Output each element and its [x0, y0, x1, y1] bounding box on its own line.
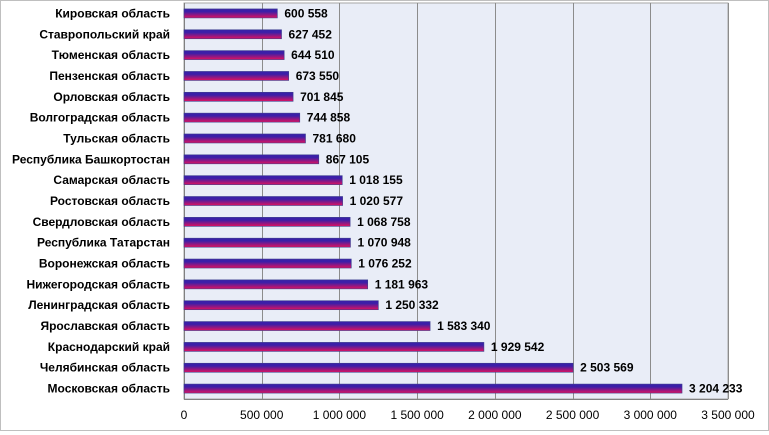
data-label: 1 018 155 [349, 173, 403, 187]
bar [183, 175, 343, 185]
data-label: 600 558 [284, 6, 328, 20]
category-label: Краснодарский край [48, 340, 170, 354]
category-label: Челябинская область [40, 361, 170, 375]
bar [183, 383, 683, 394]
data-label: 3 204 233 [689, 382, 743, 396]
bar [183, 133, 306, 144]
data-label: 1 076 252 [358, 257, 412, 271]
category-label: Ярославская область [40, 319, 170, 333]
x-axis-tick-labels: 0 500 000 1 000 000 1 500 000 2 000 000 2 500… [181, 408, 755, 422]
data-label: 701 845 [300, 90, 344, 104]
bar [183, 91, 294, 102]
category-label: Республика Башкортостан [12, 152, 170, 166]
bar [183, 50, 285, 60]
bar [183, 112, 301, 123]
x-tick-label: 2 000 000 [468, 408, 522, 422]
data-label: 2 503 569 [580, 361, 634, 375]
category-label: Ростовская область [50, 194, 170, 208]
bar [183, 362, 574, 373]
bar [183, 196, 343, 206]
gridlines [184, 3, 729, 400]
data-label: 867 105 [326, 152, 370, 166]
category-label: Орловская область [53, 90, 170, 104]
data-label: 673 550 [296, 69, 340, 83]
data-label: 627 452 [289, 27, 333, 41]
data-label: 1 020 577 [350, 194, 404, 208]
data-label: 1 929 542 [491, 340, 545, 354]
data-labels: 600 558 627 452 644 510 673 550 701 845 744 8… [284, 6, 742, 395]
bar [183, 8, 278, 19]
bar [183, 258, 352, 269]
category-label: Нижегородская область [26, 277, 170, 291]
bar [183, 29, 282, 40]
category-label: Тюменская область [52, 48, 170, 62]
data-label: 1 583 340 [437, 319, 491, 333]
x-tick-label: 1 000 000 [313, 408, 367, 422]
category-label: Московская область [48, 382, 170, 396]
x-tick-label: 2 500 000 [546, 408, 600, 422]
bar [183, 300, 379, 311]
data-label: 744 858 [307, 111, 351, 125]
category-label: Свердловская область [33, 215, 170, 229]
category-label: Тульская область [63, 131, 170, 145]
x-tick-label: 3 500 000 [701, 408, 755, 422]
category-label: Пензенская область [49, 69, 170, 83]
category-label: Ленинградская область [28, 298, 170, 312]
data-label: 781 680 [312, 131, 356, 145]
bars [183, 8, 683, 394]
bar [183, 217, 351, 227]
bar [183, 71, 289, 81]
bar [183, 321, 431, 331]
data-label: 1 181 963 [375, 277, 429, 291]
category-labels: Кировская область Ставропольский край Тюме… [12, 6, 170, 395]
bar [183, 279, 369, 290]
category-label: Волгоградская область [30, 111, 170, 125]
category-label: Воронежская область [39, 257, 170, 271]
data-label: 1 070 948 [357, 236, 411, 250]
bar [183, 154, 320, 165]
category-label: Ставропольский край [39, 27, 170, 41]
x-tick-label: 0 [181, 408, 188, 422]
category-label: Самарская область [53, 173, 170, 187]
x-tick-label: 3 000 000 [624, 408, 678, 422]
data-label: 1 068 758 [357, 215, 411, 229]
data-label: 1 250 332 [385, 298, 439, 312]
data-label: 644 510 [291, 48, 335, 62]
category-label: Республика Татарстан [37, 236, 170, 250]
bar [183, 237, 351, 248]
bar [183, 342, 485, 352]
x-tick-label: 500 000 [240, 408, 284, 422]
category-label: Кировская область [55, 6, 170, 20]
x-tick-label: 1 500 000 [390, 408, 444, 422]
